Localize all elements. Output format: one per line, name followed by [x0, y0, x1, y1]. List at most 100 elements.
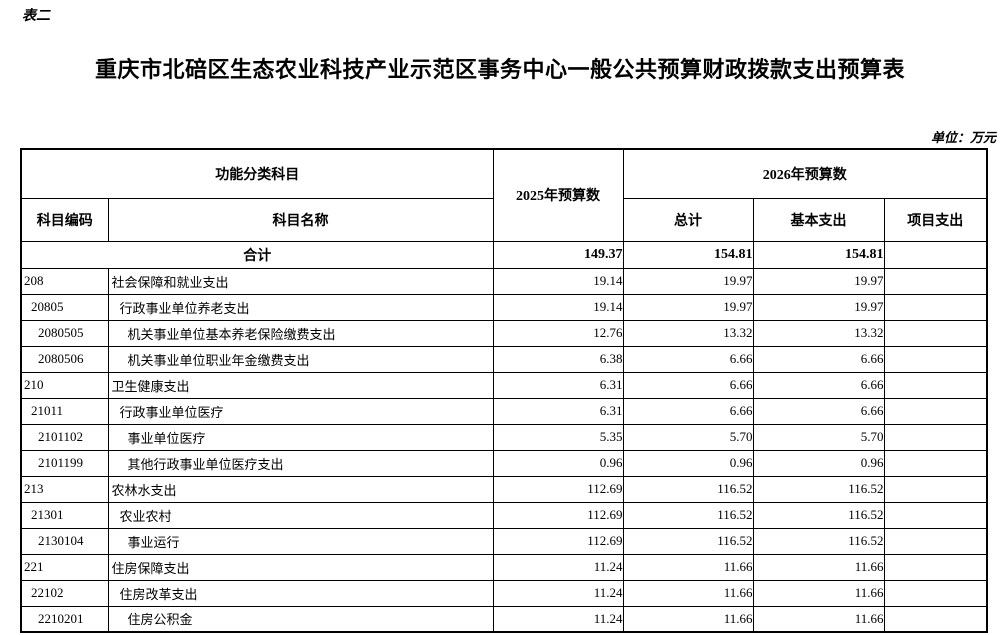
cell-2025-value: 6.31 — [492, 371, 624, 399]
total-row: 合计 149.37 154.81 154.81 — [20, 240, 988, 269]
table-row: 2080505 机关事业单位基本养老保险缴费支出 12.76 13.32 13.32 — [20, 319, 988, 347]
cell-2026-total-value: 116.52 — [622, 475, 754, 503]
cell-subject-name: 事业单位医疗 — [107, 423, 494, 451]
cell-basic-value: 116.52 — [752, 527, 885, 555]
cell-project-value — [883, 371, 988, 399]
cell-2026-total-value: 6.66 — [622, 397, 754, 425]
cell-basic-value: 0.96 — [752, 449, 885, 477]
cell-subject-name: 其他行政事业单位医疗支出 — [107, 449, 494, 477]
table-row: 22102 住房改革支出 11.24 11.66 11.66 — [20, 579, 988, 607]
cell-2026-total-value: 5.70 — [622, 423, 754, 451]
total-row-2026-total-value: 154.81 — [622, 240, 754, 269]
cell-subject-name: 行政事业单位养老支出 — [107, 293, 494, 321]
cell-basic-value: 6.66 — [752, 397, 885, 425]
header-2026-budget: 2026年预算数 — [622, 148, 988, 199]
cell-subject-name: 住房公积金 — [107, 605, 494, 633]
cell-project-value — [883, 501, 988, 529]
cell-2026-total-value: 11.66 — [622, 605, 754, 633]
table-row: 213 农林水支出 112.69 116.52 116.52 — [20, 475, 988, 503]
cell-2025-value: 12.76 — [492, 319, 624, 347]
cell-project-value — [883, 345, 988, 373]
cell-basic-value: 19.97 — [752, 293, 885, 321]
cell-subject-name: 住房改革支出 — [107, 579, 494, 607]
header-basic-expenditure: 基本支出 — [752, 197, 885, 242]
cell-2025-value: 0.96 — [492, 449, 624, 477]
cell-2025-value: 11.24 — [492, 579, 624, 607]
cell-project-value — [883, 397, 988, 425]
table-row: 2080506 机关事业单位职业年金缴费支出 6.38 6.66 6.66 — [20, 345, 988, 373]
cell-2025-value: 19.14 — [492, 293, 624, 321]
total-row-2025-value: 149.37 — [492, 240, 624, 269]
header-subject-name: 科目名称 — [107, 197, 494, 242]
cell-2026-total-value: 116.52 — [622, 527, 754, 555]
cell-project-value — [883, 527, 988, 555]
cell-subject-code: 21301 — [20, 501, 109, 529]
cell-project-value — [883, 605, 988, 633]
cell-subject-code: 21011 — [20, 397, 109, 425]
cell-subject-name: 行政事业单位医疗 — [107, 397, 494, 425]
cell-project-value — [883, 423, 988, 451]
cell-2026-total-value: 116.52 — [622, 501, 754, 529]
cell-subject-name: 农业农村 — [107, 501, 494, 529]
total-row-label: 合计 — [20, 240, 494, 269]
cell-subject-code: 2101102 — [20, 423, 109, 451]
cell-2026-total-value: 19.97 — [622, 267, 754, 295]
table-label: 表二 — [22, 9, 50, 24]
cell-subject-code: 22102 — [20, 579, 109, 607]
cell-subject-code: 2080506 — [20, 345, 109, 373]
cell-2025-value: 6.31 — [492, 397, 624, 425]
cell-project-value — [883, 579, 988, 607]
cell-2025-value: 5.35 — [492, 423, 624, 451]
cell-subject-code: 213 — [20, 475, 109, 503]
cell-subject-name: 社会保障和就业支出 — [107, 267, 494, 295]
budget-table: 功能分类科目 2025年预算数 2026年预算数 科目编码 科目名称 总计 基本… — [20, 148, 988, 633]
cell-basic-value: 5.70 — [752, 423, 885, 451]
cell-2026-total-value: 6.66 — [622, 371, 754, 399]
cell-subject-name: 农林水支出 — [107, 475, 494, 503]
cell-2025-value: 112.69 — [492, 527, 624, 555]
header-functional-classification: 功能分类科目 — [20, 148, 494, 199]
table-row: 221 住房保障支出 11.24 11.66 11.66 — [20, 553, 988, 581]
header-row-2: 科目编码 科目名称 总计 基本支出 项目支出 — [20, 197, 988, 242]
cell-basic-value: 6.66 — [752, 345, 885, 373]
cell-basic-value: 19.97 — [752, 267, 885, 295]
cell-subject-code: 2101199 — [20, 449, 109, 477]
cell-basic-value: 13.32 — [752, 319, 885, 347]
cell-subject-name: 住房保障支出 — [107, 553, 494, 581]
cell-subject-name: 机关事业单位基本养老保险缴费支出 — [107, 319, 494, 347]
table-row: 210 卫生健康支出 6.31 6.66 6.66 — [20, 371, 988, 399]
table-row: 21011 行政事业单位医疗 6.31 6.66 6.66 — [20, 397, 988, 425]
cell-subject-name: 事业运行 — [107, 527, 494, 555]
table-row: 208 社会保障和就业支出 19.14 19.97 19.97 — [20, 267, 988, 295]
table-row: 2101199 其他行政事业单位医疗支出 0.96 0.96 0.96 — [20, 449, 988, 477]
cell-2026-total-value: 6.66 — [622, 345, 754, 373]
header-row-1: 功能分类科目 2025年预算数 2026年预算数 — [20, 148, 988, 242]
cell-project-value — [883, 449, 988, 477]
cell-subject-code: 2210201 — [20, 605, 109, 633]
cell-2026-total-value: 11.66 — [622, 553, 754, 581]
cell-basic-value: 116.52 — [752, 475, 885, 503]
total-row-project-value — [883, 240, 988, 269]
cell-2025-value: 19.14 — [492, 267, 624, 295]
header-subject-code: 科目编码 — [20, 197, 109, 242]
table-row: 20805 行政事业单位养老支出 19.14 19.97 19.97 — [20, 293, 988, 321]
cell-2026-total-value: 0.96 — [622, 449, 754, 477]
table-row: 21301 农业农村 112.69 116.52 116.52 — [20, 501, 988, 529]
cell-2025-value: 112.69 — [492, 501, 624, 529]
page-title: 重庆市北碚区生态农业科技产业示范区事务中心一般公共预算财政拨款支出预算表 — [94, 57, 905, 82]
cell-basic-value: 116.52 — [752, 501, 885, 529]
cell-2025-value: 112.69 — [492, 475, 624, 503]
table-row: 2101102 事业单位医疗 5.35 5.70 5.70 — [20, 423, 988, 451]
cell-basic-value: 11.66 — [752, 605, 885, 633]
header-2025-budget: 2025年预算数 — [492, 148, 624, 242]
total-row-basic-value: 154.81 — [752, 240, 885, 269]
cell-subject-name: 卫生健康支出 — [107, 371, 494, 399]
cell-2025-value: 11.24 — [492, 553, 624, 581]
cell-subject-code: 208 — [20, 267, 109, 295]
cell-project-value — [883, 293, 988, 321]
cell-project-value — [883, 553, 988, 581]
table-row: 2130104 事业运行 112.69 116.52 116.52 — [20, 527, 988, 555]
cell-basic-value: 6.66 — [752, 371, 885, 399]
header-project-expenditure: 项目支出 — [883, 197, 988, 242]
cell-subject-code: 2130104 — [20, 527, 109, 555]
